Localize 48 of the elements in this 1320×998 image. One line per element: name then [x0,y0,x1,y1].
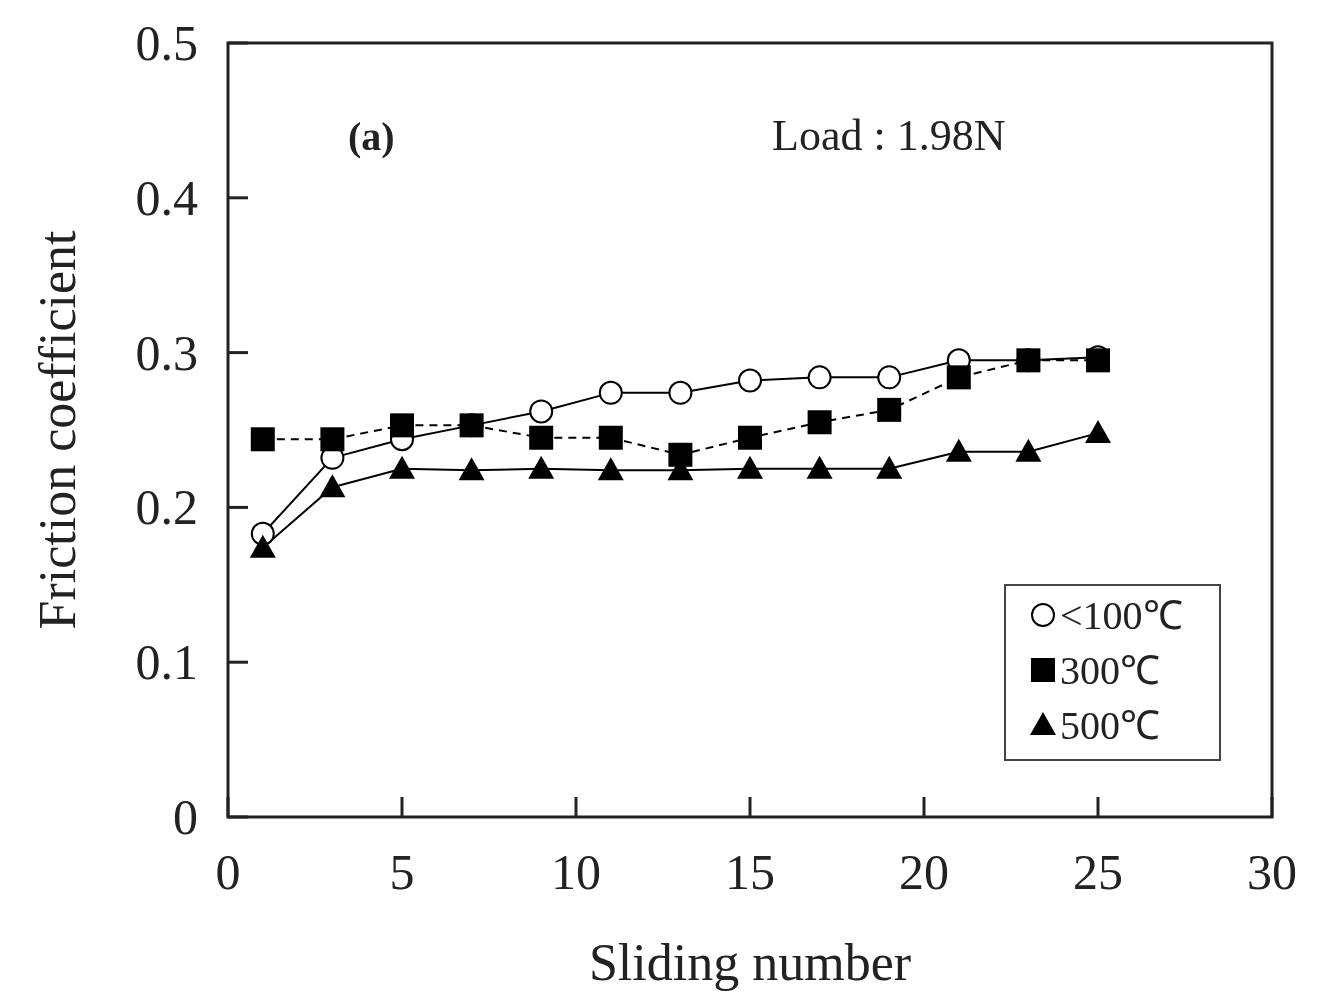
point [877,397,902,422]
y-tick-label: 0.4 [135,169,198,226]
point [738,425,762,450]
point [250,427,275,452]
legend-label: 500℃ [1060,703,1160,748]
x-tick-label: 30 [1247,844,1297,900]
point [738,368,762,393]
point [597,457,624,481]
y-tick-label: 0 [173,789,198,845]
point [320,427,345,452]
y-axis-title: Friction coefficient [29,229,86,630]
point [876,455,903,479]
point [1085,420,1111,444]
point [737,455,763,479]
legend-label: <100℃ [1060,593,1183,638]
annotation: Load : 1.98N [772,111,1006,160]
point [528,455,555,479]
x-tick-label: 25 [1073,844,1123,900]
point [458,457,485,481]
point [598,380,623,405]
point [807,365,832,390]
point [946,365,971,390]
point [249,534,276,558]
point [877,365,902,390]
point [319,474,346,498]
x-tick-label: 5 [389,844,415,900]
y-tick-label: 0.3 [135,324,198,381]
point [668,380,693,405]
point [389,455,415,479]
y-tick-label: 0.1 [135,634,198,691]
x-axis-title: Sliding number [588,934,912,991]
point [598,425,623,450]
y-tick-label: 0.5 [135,15,198,71]
annotation: (a) [348,114,395,159]
x-tick-label: 20 [899,844,949,900]
point [529,425,554,450]
point [529,399,554,424]
point [390,413,414,438]
y-tick-label: 0.2 [135,479,198,536]
point [1015,438,1042,462]
point [807,410,832,435]
legend-label: 300℃ [1060,648,1160,693]
point [945,438,972,462]
x-tick-label: 15 [725,844,775,900]
x-tick-label: 10 [551,844,601,900]
point [668,442,693,467]
x-tick-label: 0 [215,844,241,900]
point [806,455,833,479]
